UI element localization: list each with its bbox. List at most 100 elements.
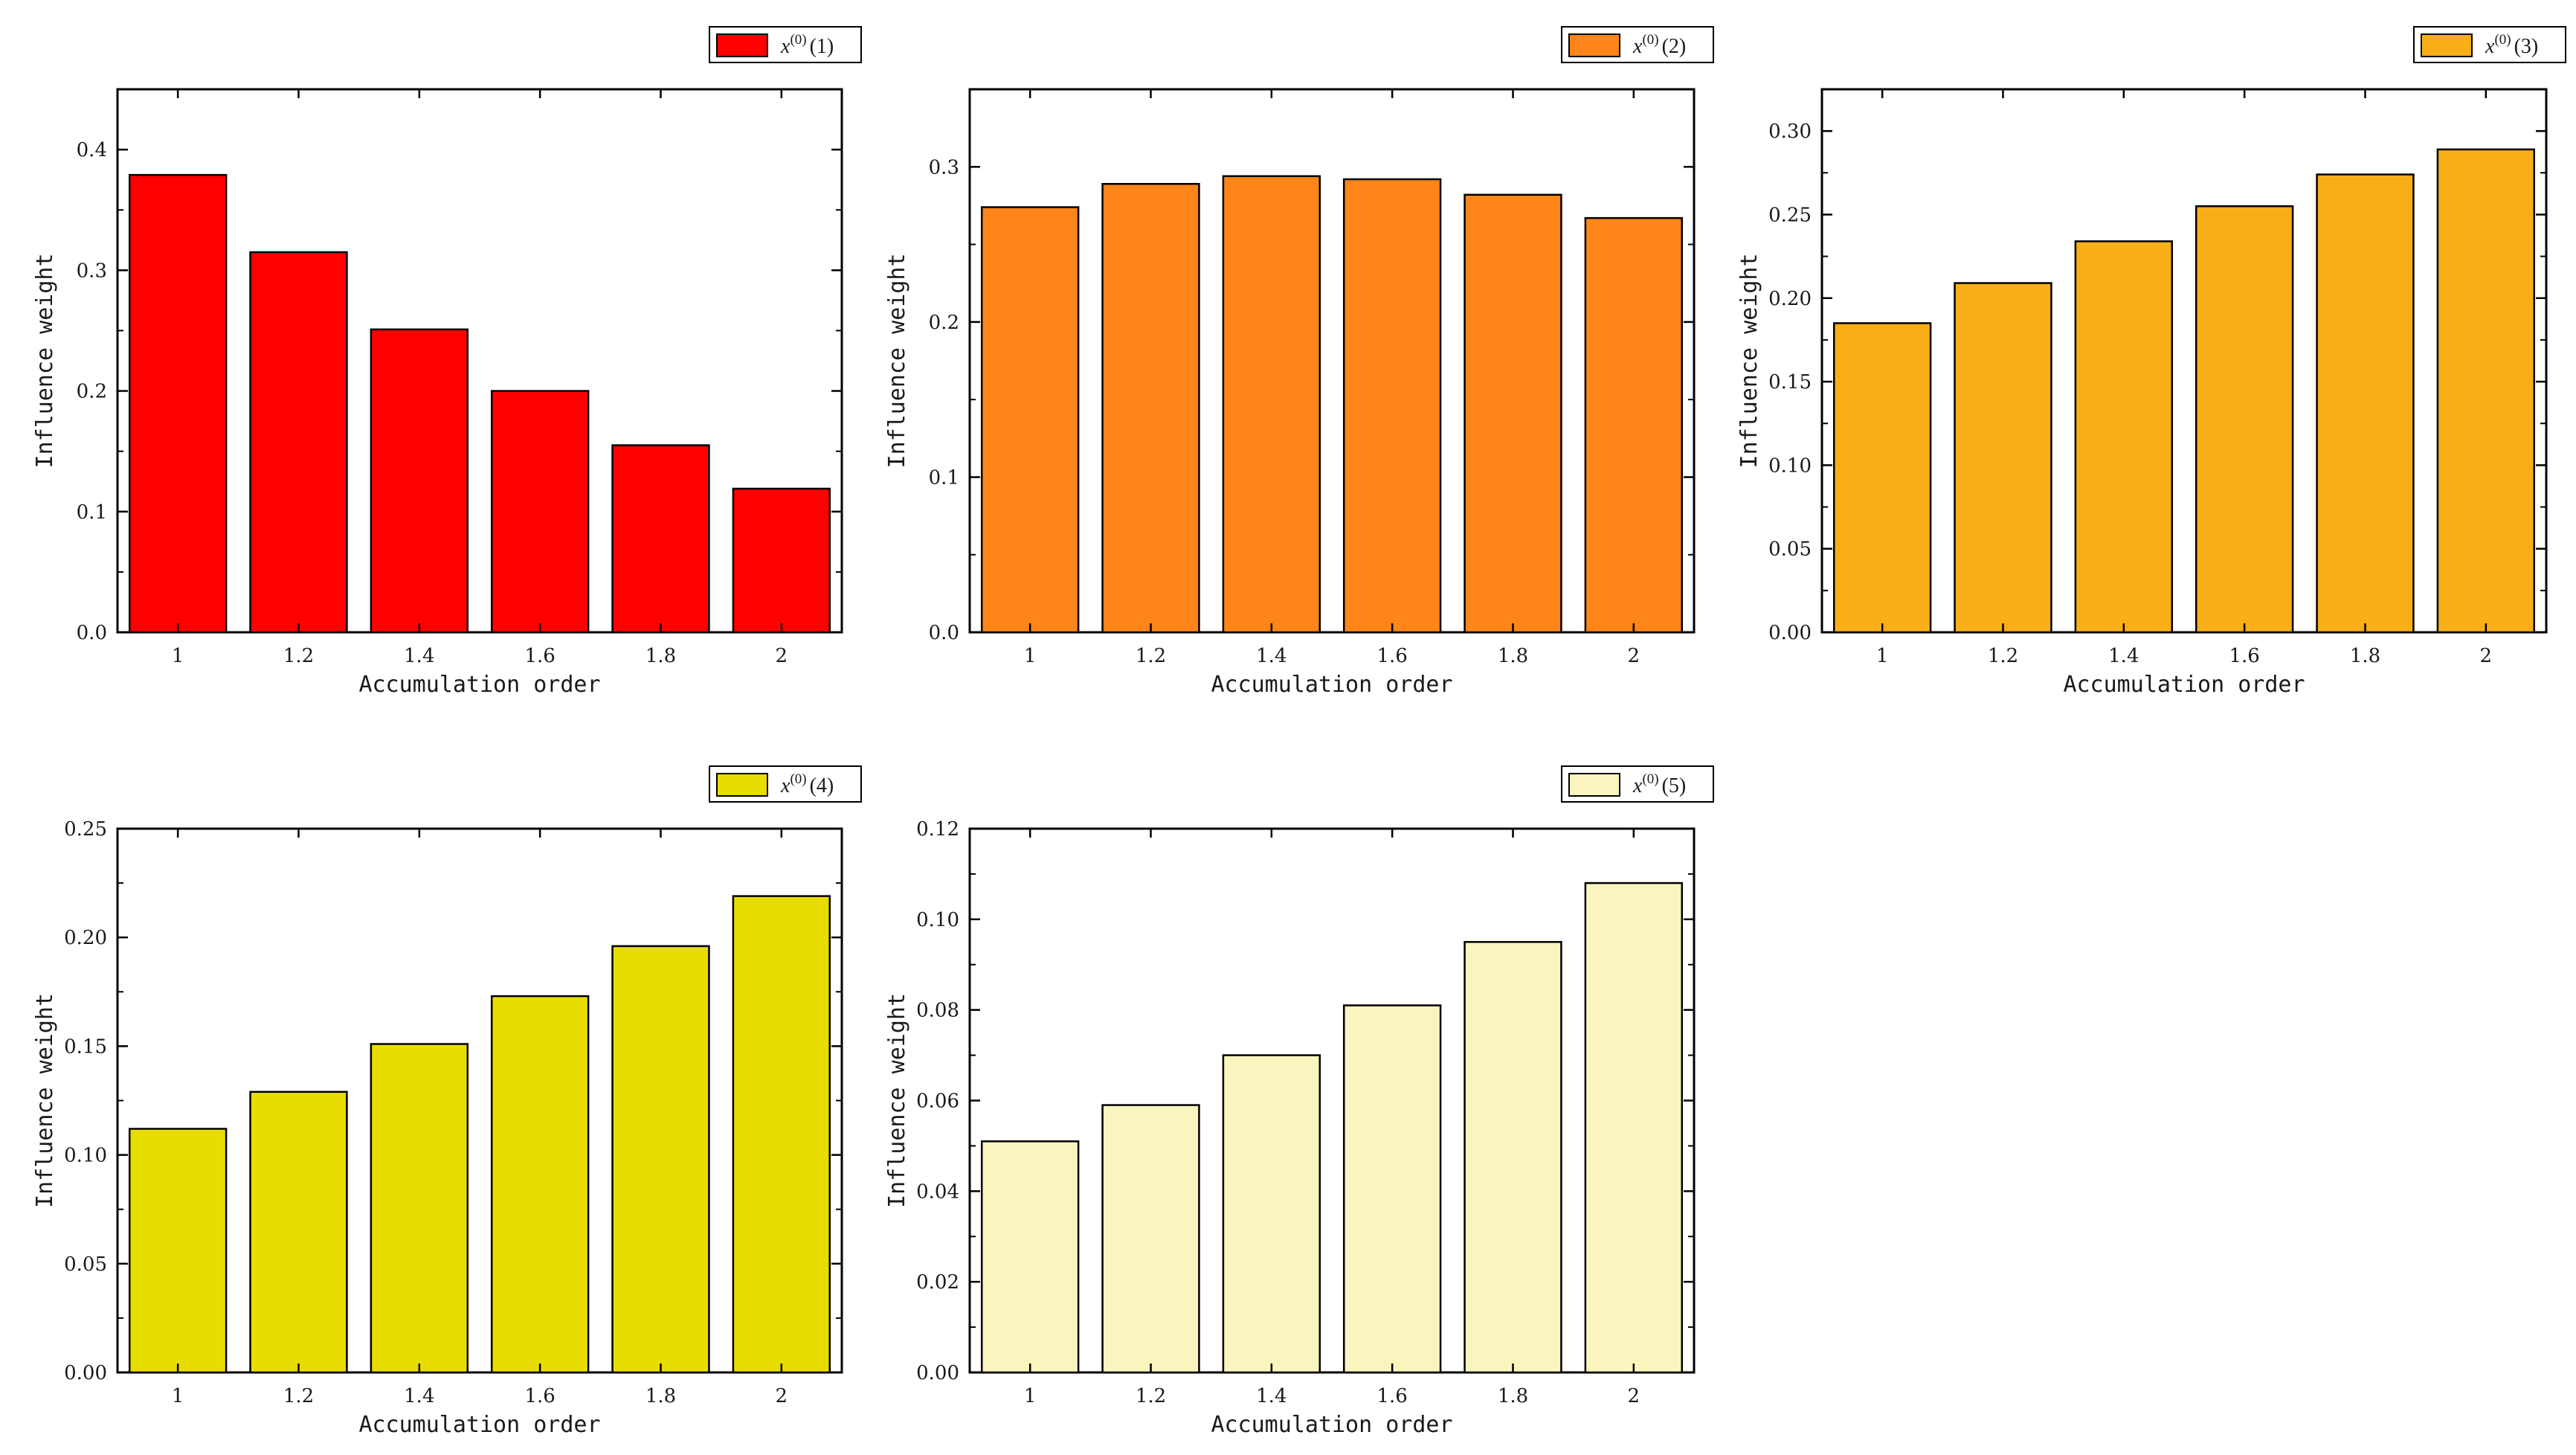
bar-1_4 xyxy=(370,1043,469,1374)
y-tick-label: 0.10 xyxy=(1768,455,1812,477)
x-tick-label: 1.6 xyxy=(2229,645,2259,667)
x-axis-title: Accumulation order xyxy=(358,1412,600,1438)
y-tick-label: 0.00 xyxy=(916,1362,959,1384)
bar-1_2 xyxy=(249,251,348,634)
bar-1_4 xyxy=(2074,240,2174,634)
bar-1_4 xyxy=(370,328,469,634)
y-tick-label: 0.25 xyxy=(1768,204,1812,226)
y-tick-label: 0.20 xyxy=(1768,288,1812,310)
chart-panel-3: 1 1.2 1.4 1.6 1.8 2 0.00 0.05 0.10 0.15 0.20 0.25 0.… xyxy=(1736,26,2566,698)
bar-2 xyxy=(2436,148,2536,634)
x-tick-label: 1 xyxy=(172,1385,184,1407)
x-tick-label: 2 xyxy=(1628,645,1640,667)
x-axis-title: Accumulation order xyxy=(2063,672,2305,698)
plot-frame xyxy=(116,88,843,634)
x-tick-label: 1.6 xyxy=(524,1385,555,1407)
bar-1_8 xyxy=(611,444,710,634)
y-tick-label: 0.06 xyxy=(916,1091,959,1113)
x-tick-label: 1 xyxy=(1876,645,1889,667)
x-tick-label: 2 xyxy=(2480,645,2493,667)
y-tick-label: 0.10 xyxy=(64,1145,107,1167)
bar-1_4 xyxy=(1222,1054,1321,1374)
legend-label: x(0) (5) xyxy=(1632,771,1686,797)
x-tick-label: 1.4 xyxy=(1256,645,1287,667)
y-axis-title: Influence weight xyxy=(884,993,910,1208)
chart-panel-2: 1 1.2 1.4 1.6 1.8 2 0.0 0.1 0.2 0.3 Accumulation o… xyxy=(884,26,1714,698)
y-tick-label: 0.2 xyxy=(929,312,959,334)
x-tick-label: 1.2 xyxy=(283,1385,314,1407)
y-axis-title: Influence weight xyxy=(1736,254,1762,469)
y-axis-title: Influence weight xyxy=(32,993,58,1208)
x-tick-label: 1.8 xyxy=(645,645,676,667)
y-tick-label: 0.15 xyxy=(1768,371,1812,394)
bar-2 xyxy=(1584,216,1684,634)
x-tick-label: 1.8 xyxy=(645,1385,676,1407)
bar-2 xyxy=(732,487,831,634)
bar-1_2 xyxy=(1101,1104,1200,1374)
y-tick-label: 0.30 xyxy=(1768,121,1812,143)
x-tick-label: 1 xyxy=(172,645,184,667)
bar-1 xyxy=(980,206,1080,634)
bar-1_8 xyxy=(611,945,710,1374)
plot-frame xyxy=(1820,88,2548,634)
y-tick-label: 0.3 xyxy=(77,260,107,282)
chart-panel-1: 1 1.2 1.4 1.6 1.8 2 0.0 0.1 0.2 0.3 0.4 Accumulatio… xyxy=(32,26,862,698)
y-tick-label: 0.08 xyxy=(916,1000,959,1022)
bar-1_6 xyxy=(1342,178,1442,634)
legend-label: x(0) (2) xyxy=(1632,32,1686,58)
x-tick-label: 1.8 xyxy=(2350,645,2380,667)
x-tick-label: 1 xyxy=(1024,1385,1037,1407)
x-tick-label: 2 xyxy=(776,645,788,667)
y-tick-label: 0.00 xyxy=(64,1362,107,1384)
y-tick-label: 0.05 xyxy=(64,1253,107,1276)
plot-frame xyxy=(968,88,1696,634)
chart-panel-4: 1 1.2 1.4 1.6 1.8 2 0.00 0.05 0.10 0.15 0.20 0.25 Ac… xyxy=(32,765,862,1438)
x-tick-label: 1.8 xyxy=(1498,645,1528,667)
x-axis-title: Accumulation order xyxy=(1211,1412,1452,1438)
x-tick-label: 1.8 xyxy=(1498,1385,1528,1407)
y-tick-label: 0.4 xyxy=(77,139,107,161)
legend-label: x(0) (1) xyxy=(780,32,834,58)
y-tick-label: 0.15 xyxy=(64,1035,107,1058)
y-tick-label: 0.10 xyxy=(916,909,959,931)
x-axis-title: Accumulation order xyxy=(358,672,600,698)
bar-1_6 xyxy=(2195,205,2294,634)
x-tick-label: 1.4 xyxy=(404,1385,434,1407)
x-tick-label: 1.2 xyxy=(1136,1385,1166,1407)
chart-panel-5: 1 1.2 1.4 1.6 1.8 2 0.00 0.02 0.04 0.06 0.08 0.10 0.… xyxy=(884,765,1714,1438)
bar-1_6 xyxy=(490,390,590,634)
x-tick-label: 1.6 xyxy=(524,645,555,667)
y-tick-label: 0.2 xyxy=(77,381,107,403)
y-tick-label: 0.00 xyxy=(1768,622,1812,644)
y-tick-label: 0.05 xyxy=(1768,539,1812,561)
x-tick-label: 1.6 xyxy=(1376,645,1407,667)
bar-2 xyxy=(732,895,831,1374)
bar-1_6 xyxy=(1342,1004,1442,1374)
y-axis-title: Influence weight xyxy=(884,254,910,469)
x-tick-label: 1.2 xyxy=(1136,645,1166,667)
x-tick-label: 2 xyxy=(1628,1385,1640,1407)
y-tick-label: 0.1 xyxy=(77,501,107,524)
bar-1_8 xyxy=(2316,173,2415,634)
x-axis-title: Accumulation order xyxy=(1211,672,1452,698)
legend-label: x(0) (3) xyxy=(2485,32,2538,58)
bar-1_4 xyxy=(1222,175,1321,634)
bar-1_2 xyxy=(1101,182,1200,634)
x-tick-label: 1.4 xyxy=(404,645,434,667)
y-tick-label: 0.04 xyxy=(916,1181,959,1203)
legend-swatch xyxy=(716,33,768,57)
legend-swatch xyxy=(1568,33,1620,57)
x-tick-label: 1 xyxy=(1024,645,1037,667)
x-tick-label: 2 xyxy=(776,1385,788,1407)
y-tick-label: 0.25 xyxy=(64,818,107,841)
y-tick-label: 0.1 xyxy=(929,466,959,489)
bar-1 xyxy=(980,1140,1080,1374)
y-tick-label: 0.12 xyxy=(916,818,959,841)
bar-1_8 xyxy=(1464,941,1562,1374)
legend-label: x(0) (4) xyxy=(780,771,834,797)
x-tick-label: 1.6 xyxy=(1376,1385,1407,1407)
x-tick-label: 1.2 xyxy=(1988,645,2018,667)
y-axis-title: Influence weight xyxy=(32,254,58,469)
x-tick-label: 1.4 xyxy=(2108,645,2139,667)
